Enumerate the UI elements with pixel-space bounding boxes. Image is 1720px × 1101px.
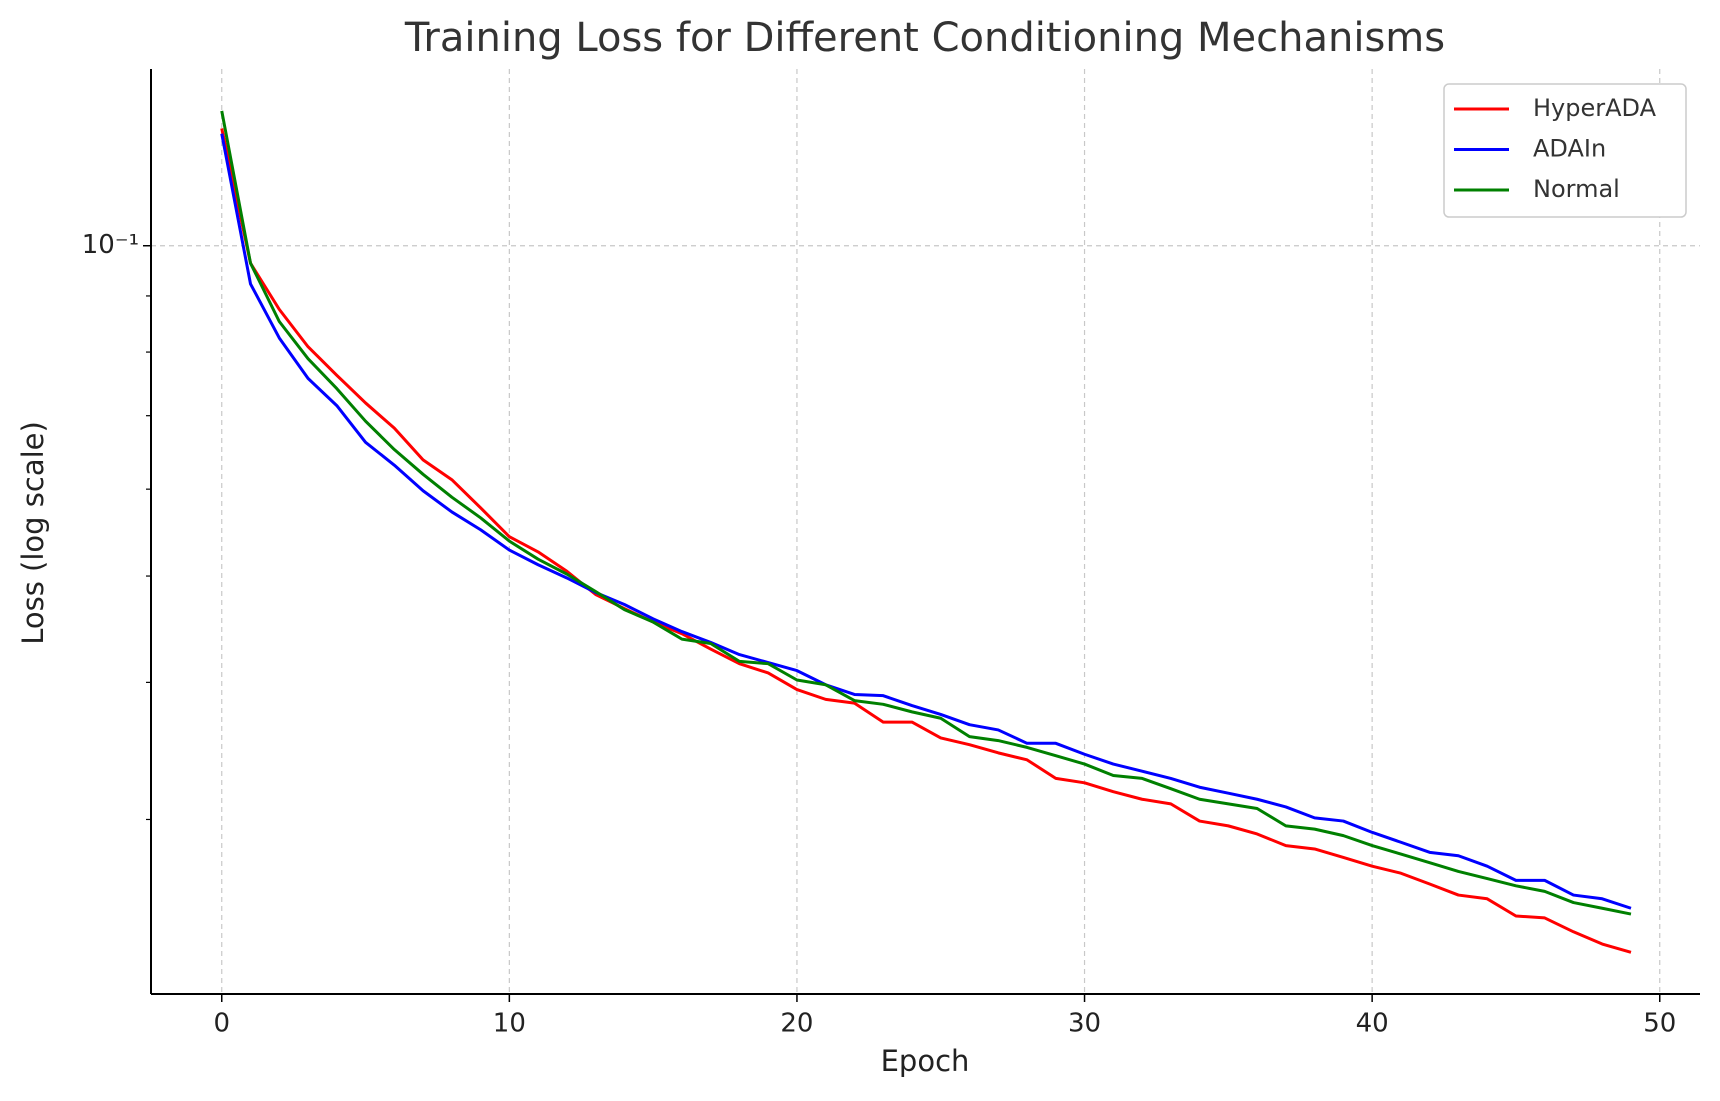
x-tick-label: 10: [493, 1009, 526, 1039]
series-line: [220, 128, 1632, 954]
chart-title: Training Loss for Different Conditioning…: [404, 15, 1445, 61]
legend-label: ADAIn: [1533, 135, 1606, 163]
legend-label: HyperADA: [1533, 94, 1657, 122]
x-tick-label: 30: [1068, 1009, 1101, 1039]
x-tick-label: 50: [1643, 1009, 1676, 1039]
y-tick-label: 10⁻¹: [82, 230, 139, 260]
x-tick-label: 20: [780, 1009, 813, 1039]
legend-box: [1443, 83, 1687, 218]
y-axis-label: Loss (log scale): [16, 421, 50, 645]
x-axis-label: Epoch: [881, 1044, 970, 1078]
series-line: [220, 110, 1632, 916]
legend: HyperADA ADAIn Normal: [1443, 83, 1687, 218]
legend-label: Normal: [1533, 175, 1620, 203]
x-tick-label: 0: [213, 1009, 230, 1039]
series-line: [220, 133, 1632, 910]
x-tick-label: 40: [1356, 1009, 1389, 1039]
